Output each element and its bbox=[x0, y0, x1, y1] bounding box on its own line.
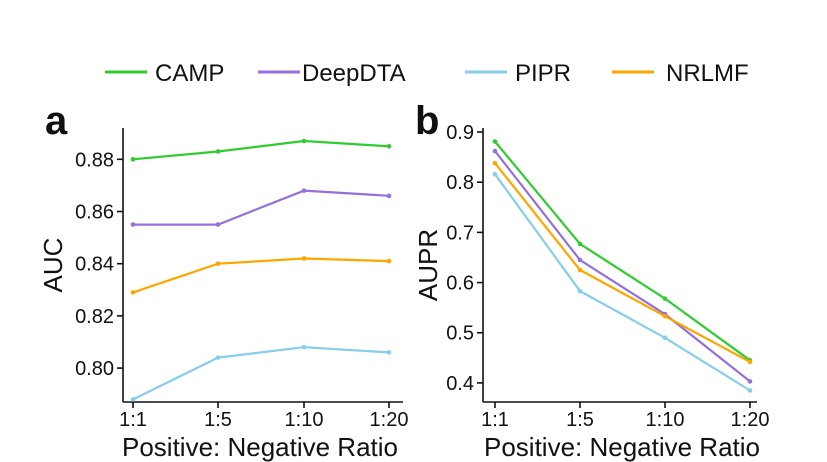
series-line-camp bbox=[132, 139, 390, 161]
x-tick-label: 1:10 bbox=[285, 409, 324, 431]
data-point-nrlmf bbox=[577, 267, 583, 273]
data-point-pipr bbox=[492, 171, 498, 177]
data-point-nrlmf bbox=[662, 313, 668, 319]
legend-label-nrlmf: NRLMF bbox=[666, 60, 749, 87]
data-point-deepdta bbox=[747, 379, 753, 384]
data-point-nrlmf bbox=[747, 359, 753, 365]
x-tick-label: 1:20 bbox=[370, 409, 409, 431]
data-point-deepdta bbox=[130, 222, 136, 227]
data-point-deepdta bbox=[492, 148, 498, 154]
data-point-camp bbox=[492, 139, 498, 144]
data-point-pipr bbox=[215, 355, 221, 360]
y-tick-label: 0.7 bbox=[446, 222, 474, 244]
data-point-pipr bbox=[577, 288, 583, 294]
y-tick-label: 0.84 bbox=[75, 254, 114, 276]
data-point-nrlmf bbox=[386, 258, 392, 264]
y-tick-label: 0.9 bbox=[446, 122, 474, 144]
data-point-deepdta bbox=[215, 222, 221, 227]
legend-label-pipr: PIPR bbox=[515, 60, 571, 87]
data-point-nrlmf bbox=[301, 256, 307, 261]
x-tick-label: 1:5 bbox=[566, 409, 594, 431]
y-tick-label: 0.82 bbox=[75, 306, 114, 328]
data-point-camp bbox=[662, 296, 668, 301]
data-point-pipr bbox=[301, 344, 307, 350]
series-line-pipr bbox=[494, 173, 751, 392]
data-point-nrlmf bbox=[130, 290, 136, 295]
data-point-deepdta bbox=[301, 188, 307, 193]
y-tick-label: 0.88 bbox=[75, 149, 114, 171]
series-line-pipr bbox=[132, 346, 390, 401]
y-tick-label: 0.5 bbox=[446, 323, 474, 345]
y-tick-label: 0.4 bbox=[446, 373, 474, 395]
data-point-camp bbox=[577, 241, 583, 247]
y-tick-label: 0.6 bbox=[446, 273, 474, 295]
panel-letter: a bbox=[45, 99, 68, 143]
series-line-deepdta bbox=[494, 150, 751, 383]
panel-a: a 0.80 0.82 0.84 0.86 0.88 1:1 1:5 1:10 1:20 AUC Po… bbox=[38, 99, 408, 462]
legend-label-deepdta: DeepDTA bbox=[302, 60, 406, 87]
x-axis-label: Positive: Negative Ratio bbox=[484, 432, 760, 462]
data-point-deepdta bbox=[386, 193, 392, 199]
data-point-nrlmf bbox=[215, 261, 221, 266]
data-point-camp bbox=[215, 149, 221, 154]
data-point-camp bbox=[386, 143, 392, 149]
data-point-pipr bbox=[662, 335, 668, 341]
y-tick-label: 0.80 bbox=[75, 358, 114, 380]
x-axis-label: Positive: Negative Ratio bbox=[122, 432, 398, 462]
legend: CAMP DeepDTA PIPR NRLMF bbox=[105, 60, 749, 87]
x-tick-label: 1:5 bbox=[204, 409, 232, 431]
data-point-pipr bbox=[130, 397, 136, 402]
panel-b: b 0.4 0.5 0.6 0.7 0.8 0.9 1:1 1:5 1:10 1:20 AUPR Pos… bbox=[413, 99, 769, 462]
y-axis-label: AUPR bbox=[413, 229, 443, 301]
data-point-camp bbox=[301, 138, 307, 144]
panel-letter: b bbox=[415, 99, 439, 143]
data-point-nrlmf bbox=[492, 160, 498, 166]
series-line-nrlmf bbox=[132, 257, 390, 294]
legend-label-camp: CAMP bbox=[155, 60, 224, 87]
x-tick-label: 1:20 bbox=[731, 409, 770, 431]
y-tick-label: 0.86 bbox=[75, 202, 114, 224]
x-tick-label: 1:1 bbox=[481, 409, 509, 431]
data-point-deepdta bbox=[577, 257, 583, 263]
data-point-pipr bbox=[386, 350, 392, 355]
series-line-deepdta bbox=[133, 189, 390, 226]
y-axis-label: AUC bbox=[38, 238, 68, 293]
series-line-nrlmf bbox=[494, 162, 751, 363]
series-line-camp bbox=[494, 140, 751, 362]
x-tick-label: 1:1 bbox=[119, 409, 147, 431]
x-tick-label: 1:10 bbox=[646, 409, 685, 431]
data-point-camp bbox=[130, 157, 136, 162]
y-tick-label: 0.8 bbox=[446, 172, 474, 194]
data-point-pipr bbox=[747, 388, 753, 393]
